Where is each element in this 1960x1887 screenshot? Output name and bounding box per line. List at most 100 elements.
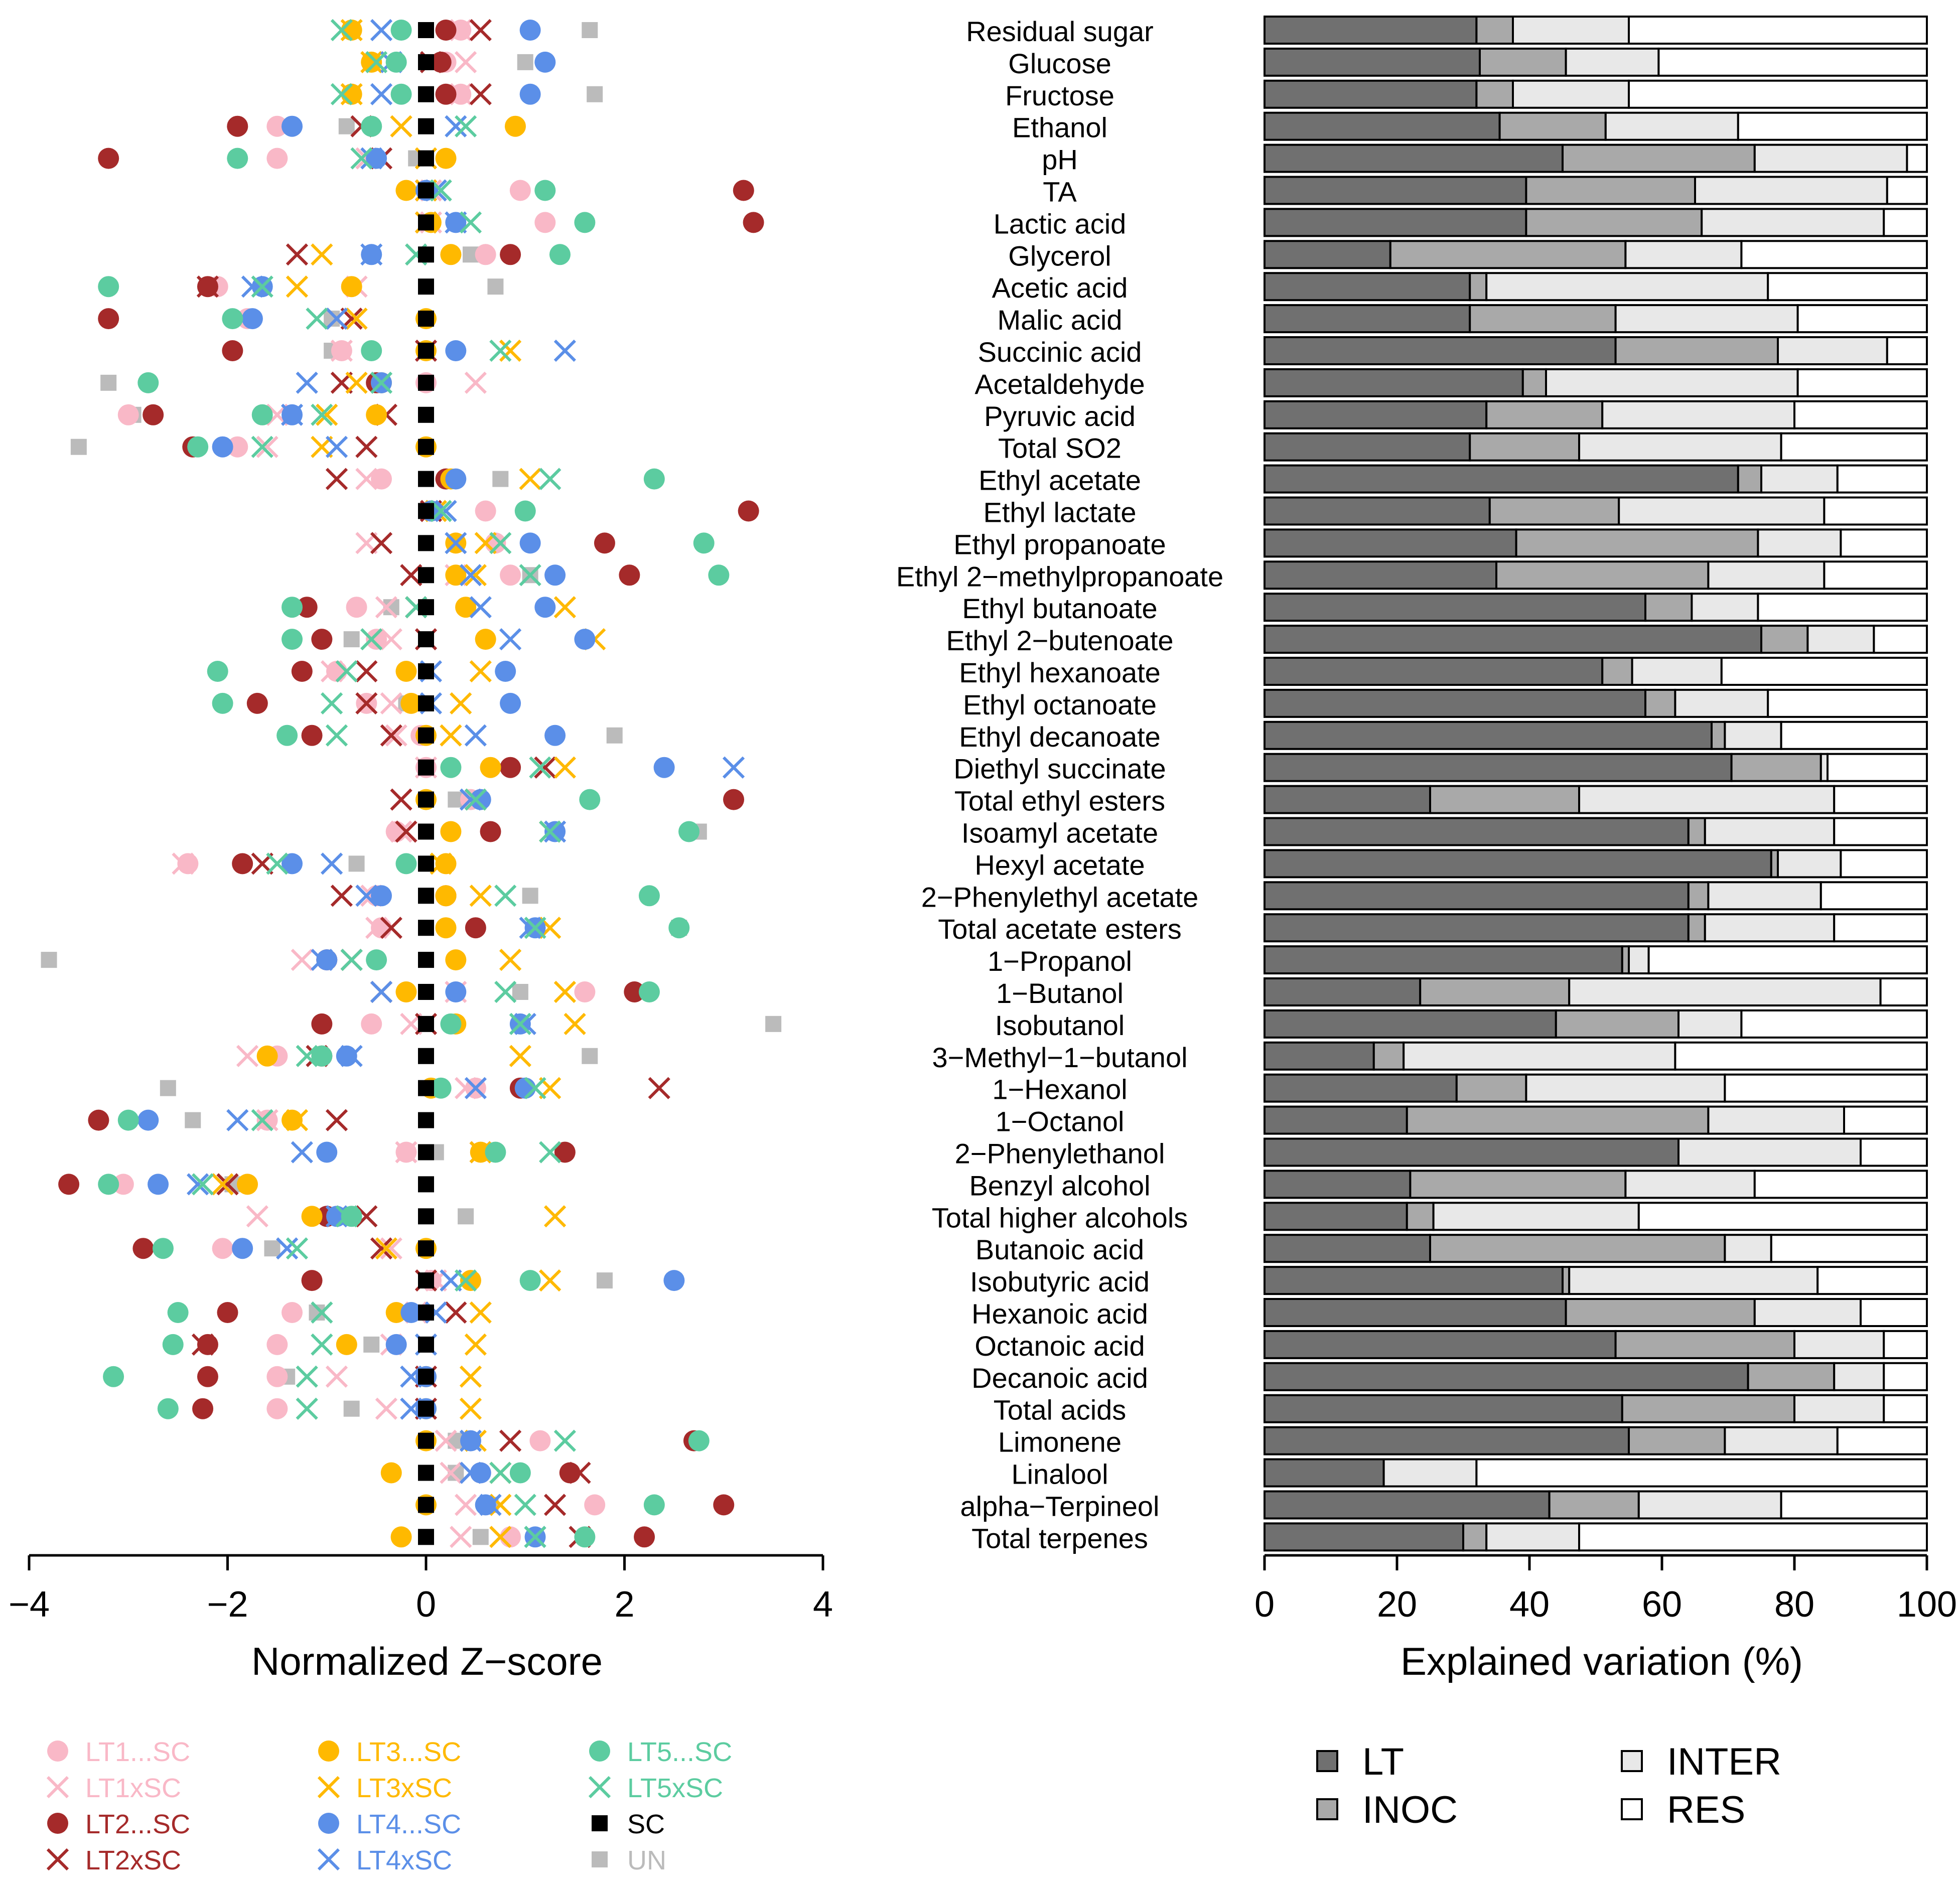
legend-item-inter: INTER (1621, 1740, 1781, 1783)
category-label: Isobutyric acid (970, 1266, 1150, 1297)
point-lt4xsc-total-higher-alcohols (325, 1205, 348, 1228)
point-lt4-sc-ethyl-butanoate (534, 597, 556, 618)
category-label: 1−Propanol (988, 945, 1132, 977)
bar-inoc-1-hexanol (1455, 1073, 1527, 1103)
bar-row-ethanol (1264, 111, 1928, 141)
point-lt2-sc-hexanoic-acid (217, 1302, 238, 1323)
category-label: Diethyl succinate (953, 753, 1166, 785)
bar-inter-ethyl-propanoate (1757, 528, 1842, 558)
point-lt5xsc-1-octanol (251, 1109, 273, 1131)
point-lt5xsc-total-so2 (251, 436, 273, 458)
point-lt4-sc-residual-sugar (519, 20, 541, 41)
bar-inter-isobutyric-acid (1568, 1266, 1819, 1295)
bar-row-total-ethyl-esters (1264, 785, 1928, 814)
point-lt5-sc-2-phenylethanol (485, 1141, 506, 1163)
bar-inter-hexyl-acetate (1777, 849, 1842, 879)
bar-inter-hexanoic-acid (1753, 1298, 1862, 1327)
legend-item-lt5xsc: LT5xSC (588, 1773, 723, 1803)
point-lt5xsc-limonene (553, 1429, 576, 1452)
point-lt5xsc-total-higher-alcohols (335, 1205, 358, 1228)
bar-inoc-total-terpenes (1462, 1522, 1488, 1552)
bar-row-succinic-acid (1264, 336, 1928, 365)
legend-label: LT2xSC (85, 1845, 181, 1875)
point-sc-decanoic-acid (418, 1368, 434, 1385)
point-lt1-sc-ethyl-acetate (371, 468, 392, 490)
bar-row-ethyl-decanoate (1264, 720, 1928, 750)
bar-row-hexanoic-acid (1264, 1298, 1928, 1327)
bar-row-ethyl-hexanoate (1264, 657, 1928, 686)
bar-category-labels: Residual sugarGlucoseFructoseEthanolpHTA… (896, 16, 1223, 1554)
point-sc-2-phenylethanol (418, 1144, 434, 1160)
bar-row-2-phenylethyl-acetate (1264, 881, 1928, 911)
point-sc-hexyl-acetate (418, 855, 434, 872)
bar-inter-1-propanol (1628, 945, 1650, 975)
bar-inter-1-octanol (1707, 1105, 1845, 1135)
point-lt5xsc-benzyl-alcohol (191, 1173, 214, 1196)
bar-row-acetic-acid (1264, 272, 1928, 302)
bar-inter-malic-acid (1614, 304, 1799, 334)
category-label: Total higher alcohols (932, 1202, 1188, 1233)
bar-inoc-decanoic-acid (1747, 1362, 1836, 1391)
bar-inter-acetic-acid (1485, 272, 1769, 302)
point-lt5xsc-hexanoic-acid (311, 1301, 333, 1324)
bar-res-acetic-acid (1767, 272, 1928, 302)
point-un-ethyl-acetate (492, 471, 509, 487)
point-lt5-sc-butanoic-acid (152, 1238, 174, 1259)
bar-row-isobutanol (1264, 1009, 1928, 1039)
category-label: Ethyl butanoate (962, 593, 1157, 624)
point-lt4xsc-isoamyl-acetate (543, 820, 567, 843)
bar-row-residual-sugar (1264, 16, 1928, 45)
point-lt1xsc-glucose (454, 51, 477, 74)
point-lt2xsc-alpha-terpineol (543, 1494, 567, 1516)
point-lt4-sc-glucose (534, 51, 556, 73)
point-lt5xsc-residual-sugar (330, 19, 353, 42)
point-lt4-sc-ethyl-propanoate (519, 532, 541, 554)
bar-res-ethyl-decanoate (1780, 720, 1928, 750)
legend-item-lt3-sc: LT3...SC (318, 1737, 461, 1767)
point-lt4xsc-linalool (459, 1462, 482, 1484)
bar-lt-1-hexanol (1264, 1073, 1458, 1103)
category-label: Linalool (1011, 1459, 1108, 1490)
legend-marker-lt1xsc (46, 1776, 69, 1799)
point-lt3-sc-benzyl-alcohol (237, 1174, 258, 1195)
point-lt1xsc-total-terpenes (450, 1526, 472, 1548)
point-lt3-sc-1-propanol (445, 949, 467, 971)
point-lt5xsc-glucose (365, 51, 388, 74)
bar-row-isoamyl-acetate (1264, 817, 1928, 846)
bar-inter-limonene (1724, 1426, 1839, 1456)
bar-res-butanoic-acid (1770, 1234, 1928, 1263)
point-lt1-sc-total-acids (266, 1398, 288, 1419)
zscore-tick-label: −2 (207, 1584, 248, 1625)
point-un-residual-sugar (582, 22, 598, 38)
point-lt3-sc-diethyl-succinate (480, 757, 501, 778)
point-lt1-sc-1-butanol (574, 981, 596, 1002)
point-lt4-sc-ethyl-acetate (445, 468, 467, 490)
bar-res-2-phenylethanol (1860, 1137, 1928, 1167)
bar-inoc-diethyl-succinate (1730, 753, 1822, 782)
point-lt4xsc-hexyl-acetate (321, 852, 343, 875)
bar-inter-1-hexanol (1525, 1073, 1726, 1103)
point-lt4xsc-pyruvic-acid (281, 403, 304, 426)
point-lt2-sc-isoamyl-acetate (480, 821, 501, 842)
point-lt5-sc-acetic-acid (98, 276, 119, 298)
bar-inter-ethyl-butanoate (1691, 593, 1759, 622)
point-sc-fructose (418, 86, 434, 102)
point-un-total-higher-alcohols (458, 1208, 474, 1225)
point-lt4xsc-butanoic-acid (276, 1237, 299, 1260)
point-lt5xsc-ethyl-propanoate (489, 532, 512, 554)
bar-res-1-octanol (1843, 1105, 1928, 1135)
point-lt2-sc-ethyl-propanoate (594, 532, 615, 554)
point-lt3xsc-total-acids (459, 1397, 482, 1420)
legend-item-lt5-sc: LT5...SC (589, 1737, 732, 1767)
point-un-1-butanol (512, 984, 528, 1000)
point-lt2-sc-diethyl-succinate (500, 757, 521, 778)
bar-lt-ph (1264, 143, 1564, 173)
point-sc-pyruvic-acid (418, 406, 434, 423)
point-lt3-sc-ethanol (504, 115, 526, 137)
zscore-panel: −4 −2 0 2 4 Normalized Z−score (9, 19, 833, 1683)
bar-series-layer (1264, 16, 1928, 1552)
point-lt2xsc-acetic-acid (196, 275, 219, 298)
legend-marker-lt5-sc (589, 1740, 610, 1762)
point-lt2-sc-1-butanol (624, 981, 645, 1002)
bar-res-ethanol (1737, 111, 1928, 141)
